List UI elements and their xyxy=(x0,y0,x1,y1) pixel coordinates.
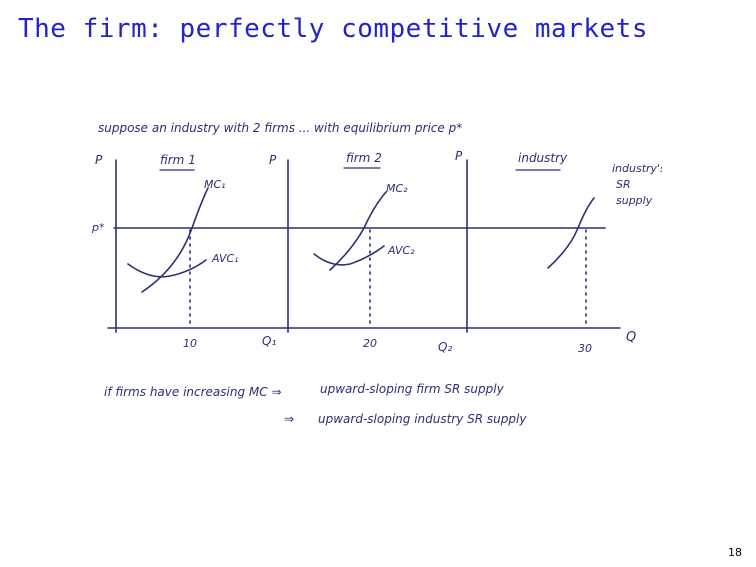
industry-supply-label-1: industry's xyxy=(612,162,662,175)
industry-supply-curve xyxy=(547,197,595,269)
panel2-title: firm 2 xyxy=(346,151,382,165)
intro-text: suppose an industry with 2 firms ... wit… xyxy=(98,121,462,135)
conclusion-lead-2: ⇒ xyxy=(284,412,294,426)
firm2-avc-label: AVC₂ xyxy=(387,244,415,257)
panel1-quantity-label: Q₁ xyxy=(262,334,276,348)
handwritten-sketch: suppose an industry with 2 firms ... wit… xyxy=(80,100,662,450)
supply-diagram: suppose an industry with 2 firms ... wit… xyxy=(91,121,662,426)
firm2-mc-curve xyxy=(329,191,387,271)
conclusion-text-2: upward-sloping industry SR supply xyxy=(318,412,527,426)
industry-supply-label-2: SR xyxy=(616,178,631,191)
firm1-avc-label: AVC₁ xyxy=(211,252,239,265)
conclusion-lead-1: if firms have increasing MC ⇒ xyxy=(104,385,282,399)
conclusion-text-1: upward-sloping firm SR supply xyxy=(320,382,505,396)
industry-supply-label-3: supply xyxy=(616,194,653,207)
firm1-mc-label: MC₁ xyxy=(204,178,226,191)
firm2-mc-label: MC₂ xyxy=(386,182,408,195)
panel1-price-label: P xyxy=(95,153,103,167)
panel3-price-label: P xyxy=(455,149,463,163)
firm2-quantity-tick: 20 xyxy=(363,337,377,350)
page-number: 18 xyxy=(728,546,742,559)
slide-title: The firm: perfectly competitive markets xyxy=(18,14,648,44)
industry-quantity-tick: 30 xyxy=(578,342,592,355)
firm1-avc-curve xyxy=(127,259,207,278)
firm2-avc-curve xyxy=(313,245,385,266)
panel2-quantity-label: Q₂ xyxy=(438,340,452,354)
firm1-quantity-tick: 10 xyxy=(183,337,197,350)
p-star-label: p* xyxy=(91,221,105,234)
panel3-title: industry xyxy=(518,151,568,165)
panel3-quantity-label: Q xyxy=(626,330,636,345)
panel1-title: firm 1 xyxy=(160,153,196,167)
firm1-mc-curve xyxy=(141,187,209,293)
panel2-price-label: P xyxy=(269,153,277,167)
